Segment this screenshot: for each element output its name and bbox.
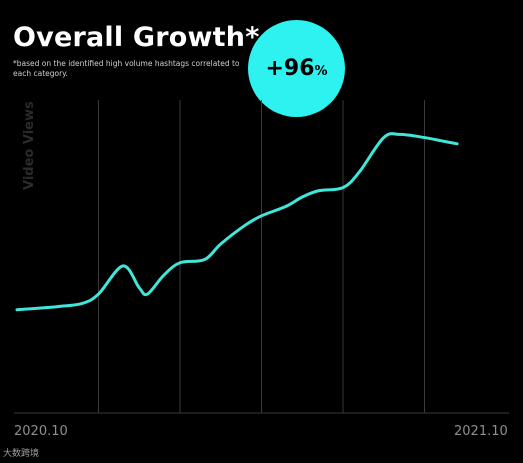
growth-badge-unit: % (314, 64, 328, 79)
x-tick-label-end: 2021.10 (454, 424, 508, 439)
chart-subtitle: *based on the identified high volume has… (13, 59, 240, 78)
series-line-0 (15, 132, 459, 312)
growth-badge-value: +96 (265, 56, 315, 81)
growth-badge: +96 % (248, 20, 345, 117)
x-tick-label-start: 2020.10 (14, 424, 68, 439)
chart-title: Overall Growth* (13, 22, 260, 53)
y-axis-label: Video Views (22, 101, 37, 190)
watermark-logo: 大数跨境 (3, 449, 40, 459)
